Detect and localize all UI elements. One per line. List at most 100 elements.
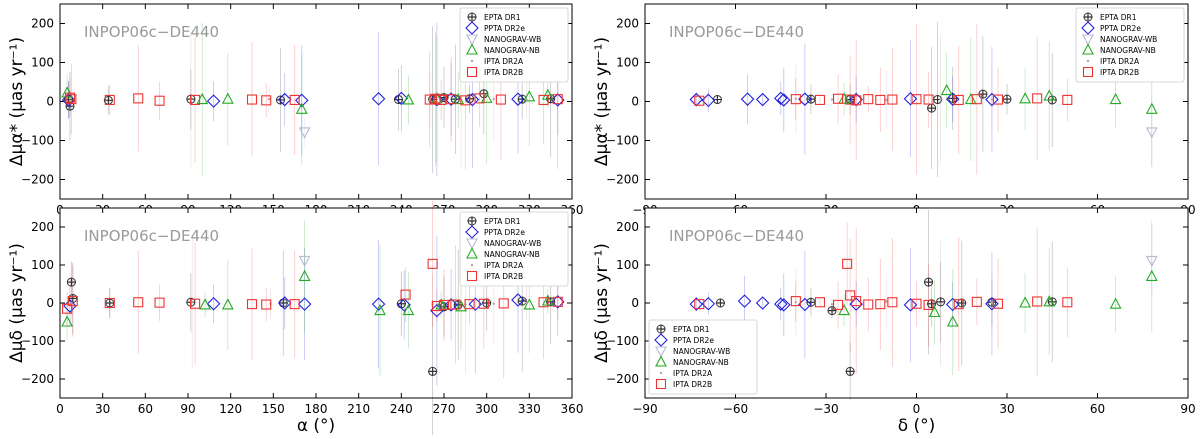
- legend-marker: [1081, 21, 1095, 35]
- data-point: [374, 303, 386, 316]
- legend: EPTA DR1 PPTA DR2e NANOGRAV-WB NANOGRAV-NB I…: [459, 211, 569, 287]
- y-tick-label: 0: [631, 95, 639, 109]
- data-point: [393, 95, 403, 105]
- data-point: [842, 258, 853, 269]
- data-point: [199, 298, 211, 310]
- x-tick-label: 180: [305, 402, 328, 416]
- y-axis-label: Δμα* (μas yr⁻¹): [592, 37, 612, 166]
- series-nanograv-wb: [298, 255, 311, 268]
- legend-marker: [656, 324, 666, 334]
- y-tick-label: −100: [606, 334, 639, 348]
- data-point-cross: [68, 293, 78, 303]
- y-tick-label: 200: [616, 17, 639, 31]
- data-point: [875, 94, 886, 105]
- data-point: [221, 92, 234, 104]
- x-tick-label: 30: [999, 402, 1014, 416]
- data-point: [511, 293, 525, 307]
- plot-frame: [644, 207, 1189, 399]
- data-point: [105, 298, 115, 308]
- data-point: [851, 296, 862, 307]
- data-point-cross: [105, 298, 115, 308]
- data-point: [430, 93, 441, 104]
- legend-box: [459, 7, 569, 83]
- y-tick-label: −200: [21, 173, 54, 187]
- data-point: [936, 297, 946, 307]
- legend-label: NANOGRAV-WB: [673, 347, 730, 356]
- series-ipta-dr2a: [794, 300, 994, 306]
- data-point: [1145, 127, 1158, 139]
- data-point: [964, 92, 977, 105]
- series-ppta-dr2e: [61, 91, 565, 108]
- data-point: [492, 302, 495, 305]
- data-point: [985, 92, 999, 107]
- legend-label: PPTA DR2e: [484, 228, 525, 237]
- data-point-cross: [482, 298, 492, 308]
- data-point: [277, 92, 292, 107]
- series-ipta-dr2b: [694, 93, 1073, 106]
- data-point: [191, 301, 194, 304]
- data-point: [1032, 296, 1043, 307]
- data-point: [790, 94, 801, 105]
- data-point: [814, 94, 826, 105]
- data-point: [246, 94, 258, 105]
- data-point: [1032, 93, 1043, 104]
- data-point: [985, 296, 999, 311]
- series-ipta-dr2b: [694, 258, 1073, 310]
- data-point: [887, 297, 898, 308]
- legend-label: PPTA DR2e: [484, 24, 525, 33]
- series-nanograv-wb: [1145, 255, 1158, 268]
- data-point: [1043, 89, 1056, 101]
- data-point: [928, 305, 941, 318]
- data-point: [903, 91, 918, 106]
- y-tick-label: 0: [631, 296, 639, 310]
- panel-dec-pmdec: 200 100 0 −100 −200 −90 −60 −30 0 30 60 90 INPOP06c−…: [592, 207, 1196, 436]
- y-tick-label: 100: [616, 258, 639, 272]
- data-point: [552, 296, 563, 307]
- data-point: [444, 298, 458, 312]
- legend-marker: [467, 216, 477, 226]
- panel-ra-pmra: 2001000−100−2000306090120150180210240270…: [7, 3, 583, 217]
- x-tick-label: 360: [561, 402, 584, 416]
- legend-label: EPTA DR1: [484, 217, 521, 226]
- data-point: [438, 299, 450, 310]
- y-tick-label: −200: [606, 372, 639, 386]
- data-point: [289, 299, 300, 310]
- data-point: [838, 92, 851, 104]
- legend-label: IPTA DR2B: [673, 380, 712, 389]
- panel-ra-pmdec: 200 100 0 −100 −200 0 30 60 90 120 150 180 210 240 270…: [7, 200, 584, 439]
- data-point-cross: [278, 298, 288, 308]
- data-point: [62, 303, 73, 314]
- legend-marker: [467, 12, 477, 22]
- data-point: [277, 296, 292, 310]
- x-tick-label: 240: [390, 402, 413, 416]
- x-tick-label: 0: [913, 402, 921, 416]
- data-point: [1019, 92, 1032, 104]
- legend-label: NANOGRAV-NB: [484, 46, 540, 55]
- y-tick-label: −100: [21, 134, 54, 148]
- data-point: [402, 303, 415, 316]
- data-point: [940, 83, 953, 96]
- legend-marker: [466, 270, 478, 282]
- data-point: [776, 93, 791, 107]
- data-point: [911, 94, 922, 105]
- data-point: [394, 91, 409, 106]
- legend-label: IPTA DR2A: [673, 369, 713, 378]
- legend-label: PPTA DR2e: [1100, 24, 1141, 33]
- data-point: [498, 298, 509, 309]
- data-point: [945, 92, 960, 106]
- legend-label: NANOGRAV-WB: [1100, 35, 1157, 44]
- data-point: [206, 296, 221, 311]
- data-point: [61, 315, 74, 327]
- data-point: [427, 258, 438, 269]
- legend-marker: [470, 59, 474, 63]
- data-point: [455, 300, 467, 312]
- legend-label: IPTA DR2A: [484, 57, 524, 66]
- data-point: [885, 300, 888, 303]
- data-point-cross: [845, 366, 855, 376]
- data-point: [495, 94, 506, 105]
- data-point: [773, 91, 788, 106]
- data-point: [261, 95, 272, 106]
- x-tick-label: −60: [723, 402, 748, 416]
- data-point: [66, 94, 77, 105]
- data-point: [1145, 269, 1158, 281]
